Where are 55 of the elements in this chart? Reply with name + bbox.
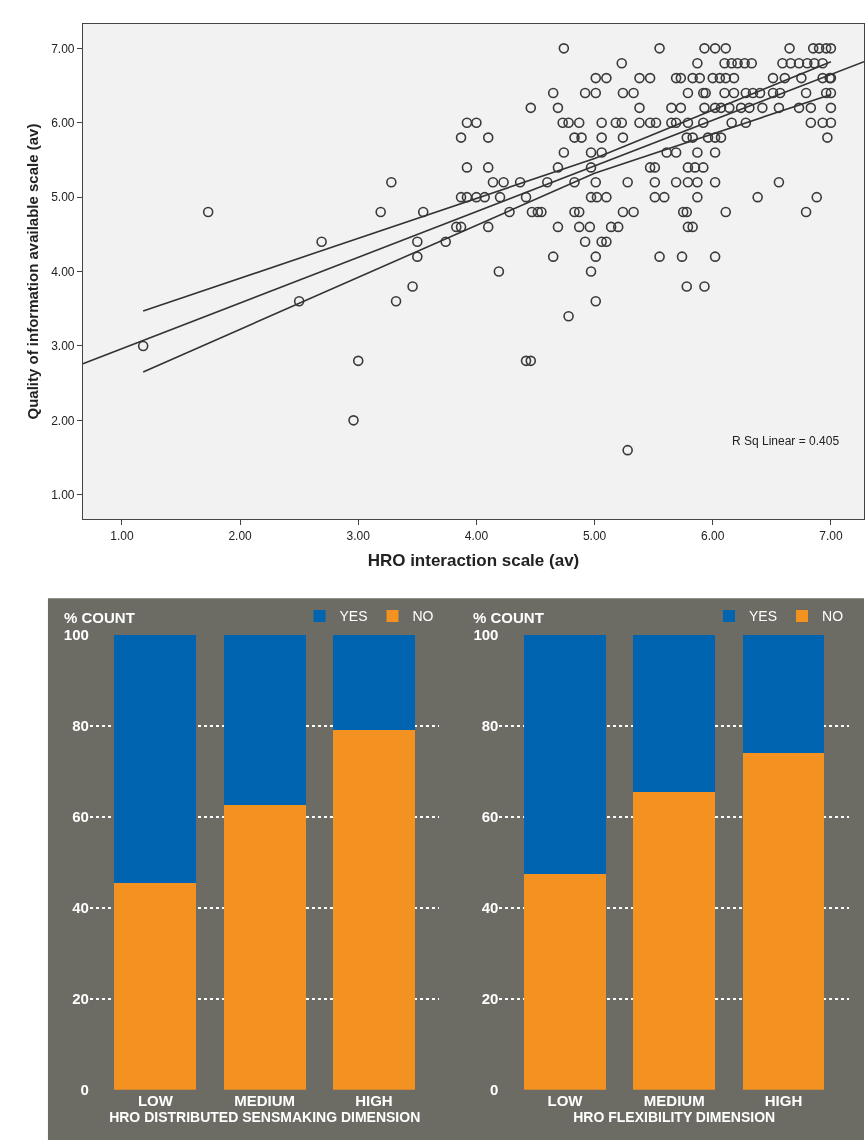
y-tick-label: 6.00 [51, 115, 75, 130]
y-tick-label: 20 [72, 989, 89, 1007]
x-tick-label: 2.00 [228, 528, 253, 543]
x-tick-label: MEDIUM [234, 1091, 296, 1109]
bar [223, 805, 306, 1090]
bar [633, 634, 716, 792]
x-tick-label: MEDIUM [643, 1091, 705, 1109]
y-tick-label: 80 [481, 716, 499, 734]
y-tick-label: 100 [63, 625, 89, 643]
bar [524, 634, 606, 874]
y-axis-title: Quality of information available scale (av) [24, 123, 42, 420]
legend-label: YES [339, 608, 368, 625]
bar [633, 791, 716, 1090]
x-tick-label: 3.00 [346, 528, 371, 543]
y-tick-label: 0 [490, 1081, 499, 1099]
y-tick-label: 20 [481, 989, 499, 1007]
y-tick-label: 100 [473, 625, 499, 643]
x-tick-label: 5.00 [582, 528, 607, 543]
bar [332, 730, 415, 1090]
y-tick-label: 4.00 [51, 264, 75, 279]
y-tick-label: 7.00 [51, 41, 75, 56]
annotation: R Sq Linear = 0.405 [732, 434, 840, 448]
x-tick-label: HIGH [355, 1091, 393, 1109]
bar [223, 634, 306, 806]
y-tick-label: 60 [481, 807, 499, 825]
y-tick-label: 3.00 [51, 339, 75, 354]
y-tick-label: 40 [72, 898, 89, 916]
y-tick-label: 0 [80, 1081, 89, 1099]
bar [742, 634, 825, 753]
bar [742, 752, 825, 1090]
bar [114, 634, 197, 883]
bar [524, 873, 606, 1090]
x-axis-title: HRO FLEXIBILITY DIMENSION [573, 1108, 776, 1125]
x-tick-label: 4.00 [464, 528, 489, 543]
legend-label: NO [412, 608, 434, 625]
x-tick-label: LOW [547, 1091, 584, 1109]
y-tick-label: 60 [72, 807, 89, 825]
y-tick-label: 1.00 [51, 487, 75, 502]
x-axis-title: HRO DISTRIBUTED SENSMAKING DIMENSION [109, 1108, 421, 1125]
legend-label: YES [749, 608, 778, 625]
y-tick-label: 2.00 [51, 413, 75, 428]
x-tick-label: LOW [137, 1091, 174, 1109]
legend-label: NO [822, 608, 844, 625]
y-tick-label: 80 [72, 716, 89, 734]
y-axis-title: % COUNT [473, 609, 544, 626]
x-tick-label: 6.00 [701, 528, 725, 543]
bar [332, 634, 415, 731]
y-tick-label: 5.00 [51, 190, 75, 205]
x-tick-label: 7.00 [819, 528, 843, 543]
x-axis-title: HRO interaction scale (av) [367, 551, 580, 571]
y-tick-label: 40 [481, 898, 499, 916]
x-tick-label: 1.00 [110, 528, 134, 543]
x-tick-label: HIGH [764, 1091, 803, 1109]
y-axis-title: % COUNT [64, 609, 135, 626]
bar [114, 882, 197, 1090]
